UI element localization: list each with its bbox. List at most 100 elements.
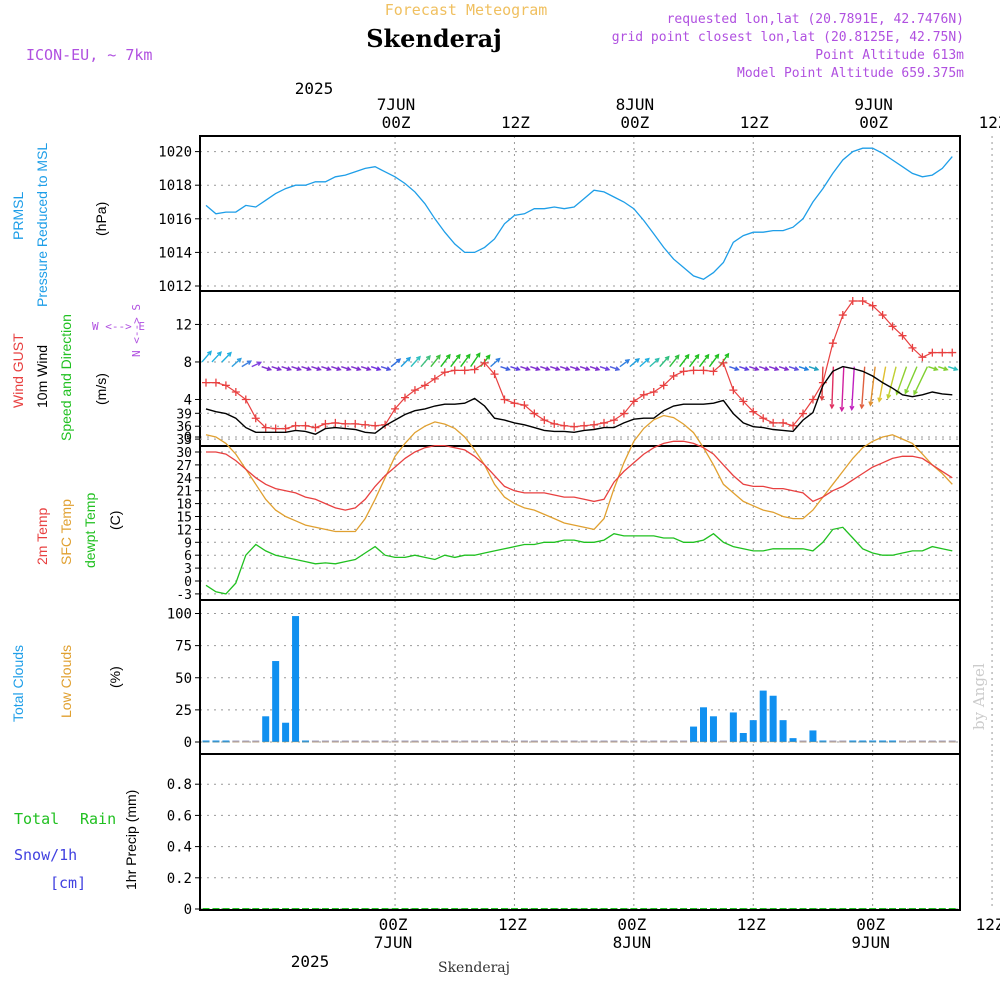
gust-point	[371, 421, 380, 430]
y-tick-label: 0.4	[167, 840, 192, 856]
cloud-bar	[908, 740, 916, 743]
gust-point	[500, 395, 509, 404]
wind-arrow-head	[674, 354, 680, 360]
low-cloud-bar	[829, 741, 837, 743]
wind-arrow-head	[445, 353, 451, 359]
wind-arrow	[510, 365, 520, 371]
low-cloud-bar	[680, 741, 688, 743]
low-cloud-bar	[331, 741, 339, 743]
low-cloud-bar	[351, 741, 359, 743]
precip-bar	[660, 908, 668, 909]
gust-point	[659, 381, 668, 390]
low-cloud-bar	[262, 741, 270, 743]
y-tick-label: 12	[175, 317, 192, 333]
precip-bar	[570, 908, 578, 909]
gust-point	[221, 381, 230, 390]
gust-point	[888, 322, 897, 331]
wind-arrow	[639, 358, 650, 368]
wind-arrow	[331, 365, 341, 371]
gust-point	[271, 424, 280, 433]
gust-point	[480, 358, 489, 367]
precip-bar	[461, 908, 469, 909]
panel-frame	[199, 445, 961, 601]
bottom-date-label: 7JUN	[374, 933, 413, 952]
wind-arrow-head	[714, 353, 720, 359]
precip-bar	[620, 908, 628, 909]
y-tick-label: 21	[176, 485, 192, 500]
wind-arrow	[878, 366, 887, 402]
wind-arrow	[768, 365, 779, 371]
cloud-bar	[680, 740, 688, 743]
cloud-bar	[222, 740, 230, 743]
wind-arrow	[688, 354, 700, 368]
wind-arrow-head	[774, 366, 780, 372]
gust-point	[391, 404, 400, 413]
cloud-bars	[202, 616, 956, 743]
precip-bar	[491, 908, 499, 909]
gust-point	[490, 370, 499, 379]
wind-arrow-head	[803, 366, 810, 372]
gust-point	[799, 409, 807, 418]
wind-arrow	[530, 365, 540, 371]
precip-bar	[899, 908, 906, 909]
wind-arrow-head	[525, 366, 531, 372]
gust-point	[669, 372, 678, 381]
y-tick-label: 1012	[158, 279, 192, 295]
gust-point	[639, 390, 648, 399]
wind-arrow	[370, 365, 381, 371]
wind-arrow-head	[296, 366, 302, 372]
precip-bar	[381, 908, 389, 909]
precip-bar	[540, 908, 548, 909]
precip-bar	[501, 908, 508, 909]
gust-point	[341, 419, 350, 428]
low-cloud-bar	[819, 741, 827, 743]
low-cloud-bar	[282, 741, 290, 743]
low-cloud-bar	[272, 741, 280, 743]
wind-arrow-head	[764, 366, 770, 372]
wind-label-3: Speed and Direction	[58, 314, 74, 441]
cloud-bar	[749, 720, 757, 742]
gust-point	[838, 311, 847, 320]
wind-arrow-head	[565, 366, 571, 372]
wind-arrow-head	[913, 390, 918, 396]
low-cloud-bar	[510, 741, 518, 743]
cloud-bar	[759, 690, 767, 742]
wind-arrow-head	[226, 351, 232, 357]
cloud-bar	[242, 740, 250, 743]
wind-label-1: Wind GUST	[10, 333, 26, 408]
cloud-bar	[889, 740, 897, 743]
low-cloud-bar	[232, 741, 240, 743]
wind-arrow-head	[868, 401, 874, 407]
wind-arrow-head	[545, 366, 551, 372]
wind-arrow	[698, 354, 710, 368]
low-cloud-bar	[461, 741, 469, 743]
gust-point	[281, 424, 290, 433]
wind-arrow	[281, 365, 291, 371]
wind-arrow-head	[754, 366, 760, 372]
wind-arrow	[460, 354, 471, 368]
low-cloud-bar	[202, 741, 210, 743]
cloud-bar	[530, 740, 538, 743]
gust-point	[430, 374, 439, 383]
low-cloud-bar	[292, 741, 300, 743]
precip-bar	[729, 908, 737, 909]
wind-arrow-head	[704, 353, 710, 359]
low-cloud-bar	[889, 741, 897, 743]
wind-arrow	[251, 361, 262, 368]
wind-arrow-head	[614, 366, 621, 372]
wind-arrow	[913, 366, 929, 395]
wind-arrow	[440, 354, 451, 368]
cloud-bar	[401, 740, 409, 743]
low-cloud-bar	[311, 741, 319, 743]
wind-arrow	[758, 365, 769, 371]
low-cloud-bar	[441, 741, 449, 743]
wind-arrow-head	[415, 355, 421, 361]
gust-markers	[202, 296, 957, 433]
y-tick-label: 36	[176, 420, 192, 435]
precip-bar	[292, 908, 300, 909]
gust-point	[241, 395, 250, 404]
wind-arrow-head	[535, 366, 541, 372]
cloud-bar	[202, 740, 210, 743]
wind-arrow-head	[256, 361, 263, 367]
low-cloud-bar	[879, 741, 887, 743]
